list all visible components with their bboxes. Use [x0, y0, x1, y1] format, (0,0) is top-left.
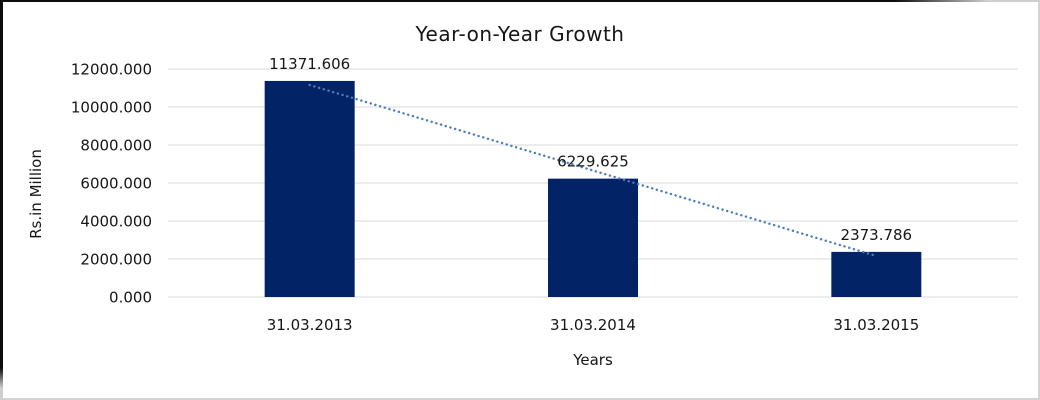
y-tick-label: 0.000 [109, 289, 152, 307]
data-label: 6229.625 [557, 153, 629, 171]
y-tick-label: 8000.000 [80, 137, 152, 155]
trendline [308, 83, 878, 258]
y-tick-label: 4000.000 [80, 213, 152, 231]
y-tick-label: 10000.000 [71, 99, 152, 117]
data-label: 2373.786 [841, 226, 913, 244]
x-tick-label: 31.03.2014 [550, 316, 636, 334]
y-tick-label: 12000.000 [71, 61, 152, 79]
frame-border-top [0, 0, 1040, 2]
x-tick-label: 31.03.2013 [267, 316, 353, 334]
data-labels: 11371.606 6229.625 2373.786 [269, 55, 912, 244]
y-tick-label: 2000.000 [80, 251, 152, 269]
x-tick-label: 31.03.2015 [833, 316, 919, 334]
frame-border-left [0, 0, 3, 400]
bars [264, 80, 922, 297]
chart-title: Year-on-Year Growth [415, 22, 625, 46]
bar [264, 80, 355, 297]
x-axis-title: Years [573, 351, 613, 369]
y-tick-label: 6000.000 [80, 175, 152, 193]
bar [831, 251, 922, 297]
y-tick-labels: 0.000 2000.000 4000.000 6000.000 8000.000 100… [71, 61, 152, 307]
bar [548, 178, 638, 297]
trendline-layer [308, 83, 878, 258]
frame-border-bottom [0, 398, 1040, 400]
x-tick-labels: 31.03.2013 31.03.2014 31.03.2015 [267, 316, 920, 334]
data-label: 11371.606 [269, 55, 350, 73]
frame-border-right [1038, 0, 1040, 400]
